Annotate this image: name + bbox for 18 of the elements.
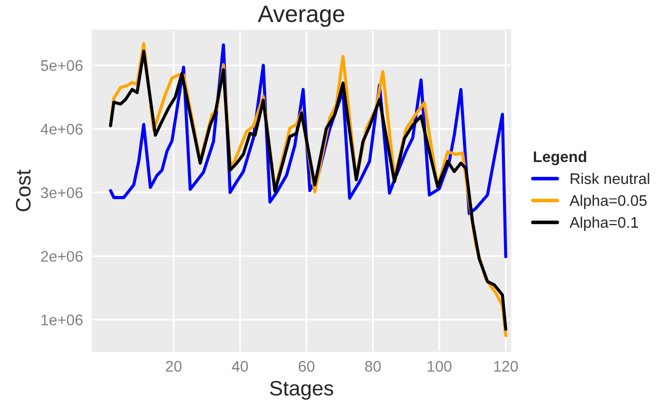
- x-tick-label: 100: [428, 360, 452, 372]
- legend-label: Alpha=0.1: [570, 216, 638, 231]
- chart-title: Average: [258, 6, 344, 27]
- x-tick-label: 60: [298, 360, 314, 372]
- x-axis-title: Stages: [270, 380, 334, 400]
- x-tick-label: 120: [494, 360, 518, 372]
- x-tick-label: 80: [365, 360, 381, 372]
- y-axis-title: Cost: [16, 170, 31, 212]
- x-tick-label: 20: [166, 360, 182, 372]
- legend-title: Legend: [534, 150, 586, 166]
- legend-label: Risk neutral: [570, 172, 650, 184]
- y-tick-label: 1e+06: [41, 314, 83, 326]
- y-tick-label: 5e+06: [40, 60, 83, 71]
- x-tick-label: 40: [232, 360, 248, 372]
- y-tick-label: 4e+06: [40, 124, 83, 135]
- legend-label: Alpha=0.05: [570, 194, 647, 209]
- y-tick-label: 2e+06: [41, 250, 83, 262]
- y-tick-label: 3e+06: [40, 187, 83, 198]
